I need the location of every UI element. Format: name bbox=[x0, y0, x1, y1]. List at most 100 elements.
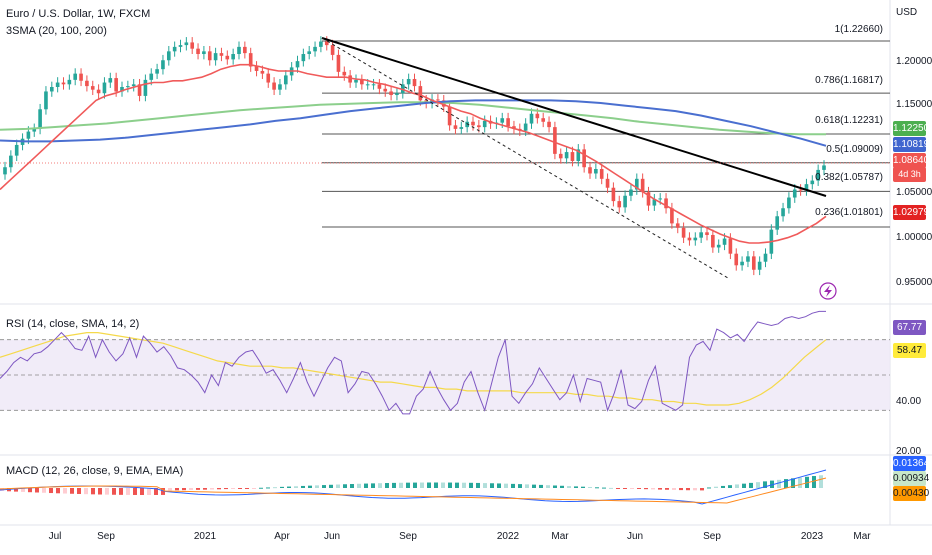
candle-body bbox=[705, 232, 709, 235]
candle-body bbox=[383, 88, 388, 92]
candle-body bbox=[143, 79, 148, 96]
candle-body bbox=[166, 51, 171, 61]
macd-histogram-bar bbox=[812, 476, 816, 488]
macd-histogram-bar bbox=[259, 487, 263, 489]
macd-histogram-bar bbox=[819, 475, 823, 488]
candle-body bbox=[342, 71, 347, 76]
candle-body bbox=[108, 78, 113, 83]
macd-histogram-bar bbox=[91, 488, 95, 495]
macd-histogram-bar bbox=[301, 485, 305, 488]
macd-histogram-bar bbox=[539, 484, 543, 488]
candle-body bbox=[260, 70, 265, 74]
rsi-indicator-label: RSI (14, close, SMA, 14, 2) bbox=[6, 318, 140, 330]
macd-histogram-bar bbox=[553, 485, 557, 488]
candle-body bbox=[792, 189, 797, 198]
candle-body bbox=[453, 125, 458, 129]
macd-histogram-bar bbox=[98, 488, 102, 495]
macd-histogram-bar bbox=[798, 477, 802, 488]
macd-histogram-bar bbox=[504, 483, 508, 488]
fib-level-05: 0.5(1.09009) bbox=[826, 144, 883, 155]
candle-body bbox=[576, 149, 581, 161]
macd-histogram-bar bbox=[644, 488, 648, 490]
candle-body bbox=[32, 128, 37, 132]
candle-body bbox=[728, 238, 733, 254]
macd-histogram-bar bbox=[721, 485, 725, 488]
trend-line bbox=[321, 37, 827, 197]
macd-histogram-bar bbox=[714, 486, 718, 488]
candle-body bbox=[611, 187, 616, 202]
channel-line bbox=[321, 37, 729, 279]
candle-body bbox=[55, 82, 60, 87]
macd-histogram-bar bbox=[749, 482, 753, 488]
candle-body bbox=[295, 61, 300, 68]
macd-histogram-bar bbox=[238, 488, 242, 489]
candle-body bbox=[523, 123, 528, 131]
price-tick-4: 1.00000 bbox=[896, 232, 932, 243]
candle-body bbox=[126, 86, 130, 88]
candle-body bbox=[172, 46, 177, 52]
macd-histogram-bar bbox=[182, 488, 186, 491]
x-tick-2023: 2023 bbox=[800, 531, 824, 542]
candle-body bbox=[535, 113, 540, 119]
candle-body bbox=[471, 121, 475, 126]
macd-histogram-bar bbox=[777, 479, 781, 488]
candle-body bbox=[213, 53, 218, 61]
candle-body bbox=[231, 54, 235, 60]
candle-body bbox=[301, 54, 306, 62]
macd-histogram-bar bbox=[63, 488, 67, 494]
macd-histogram-bar bbox=[588, 486, 592, 488]
macd-histogram-bar bbox=[469, 482, 473, 488]
macd-histogram-bar bbox=[161, 488, 165, 495]
candle-body bbox=[594, 169, 598, 174]
candle-body bbox=[465, 121, 469, 128]
macd-histogram-bar bbox=[532, 484, 536, 488]
sma200-line bbox=[0, 101, 826, 136]
price-tick-3: 1.05000 bbox=[896, 187, 932, 198]
macd-histogram-bar bbox=[602, 487, 606, 489]
candle-body bbox=[365, 84, 370, 86]
macd-histogram-bar bbox=[252, 488, 256, 489]
candle-body bbox=[675, 223, 680, 228]
rsi-tick-40: 40.00 bbox=[896, 396, 922, 407]
candle-body bbox=[500, 118, 505, 123]
macd-histogram-bar bbox=[21, 488, 25, 492]
macd-histogram-bar bbox=[658, 488, 662, 490]
rsi-line bbox=[0, 310, 826, 415]
x-tick-2022: 2022 bbox=[496, 531, 520, 542]
candle-body bbox=[804, 184, 809, 191]
candle-body bbox=[658, 198, 663, 200]
candle-body bbox=[722, 238, 727, 245]
macd-histogram-bar bbox=[84, 488, 88, 495]
candle-body bbox=[120, 86, 124, 92]
x-tick-sep-2: Sep bbox=[399, 531, 417, 542]
candle-body bbox=[44, 91, 48, 110]
macd-histogram-bar bbox=[231, 488, 235, 489]
candle-body bbox=[149, 73, 154, 80]
candle-body bbox=[482, 120, 487, 128]
macd-histogram-bar bbox=[763, 481, 767, 488]
candle-body bbox=[248, 53, 253, 67]
candle-body bbox=[348, 75, 352, 83]
candle-body bbox=[629, 189, 633, 196]
candle-body bbox=[646, 192, 651, 206]
candle-body bbox=[313, 46, 317, 52]
sma100-line bbox=[0, 99, 827, 147]
candle-body bbox=[190, 42, 195, 49]
candle-body bbox=[377, 84, 382, 89]
candle-body bbox=[178, 45, 183, 47]
macd-histogram-bar bbox=[665, 488, 669, 490]
price-tick-5: 0.95000 bbox=[896, 277, 932, 288]
candle-body bbox=[161, 60, 165, 70]
candle-body bbox=[307, 51, 312, 55]
candle-body bbox=[371, 84, 376, 86]
candle-body bbox=[278, 84, 282, 90]
candle-body bbox=[324, 41, 329, 46]
candle-body bbox=[9, 155, 13, 168]
macd-histogram-bar bbox=[119, 488, 123, 495]
candle-body bbox=[599, 169, 604, 179]
macd-histogram-bar bbox=[637, 488, 641, 489]
candle-body bbox=[237, 46, 241, 55]
fib-level-0236: 0.236(1.01801) bbox=[815, 207, 883, 218]
macd-histogram-bar bbox=[525, 484, 529, 488]
macd-histogram-bar bbox=[154, 488, 158, 495]
